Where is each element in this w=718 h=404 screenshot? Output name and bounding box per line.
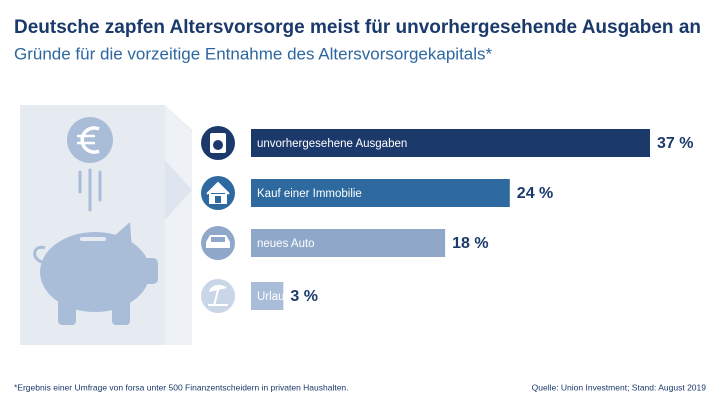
source: Quelle: Union Investment; Stand: August … — [532, 382, 707, 392]
value-label: 18 % — [452, 235, 488, 252]
piggy-bank — [33, 222, 158, 325]
bar — [251, 129, 650, 157]
category-label: unvorhergesehene Ausgaben — [257, 138, 407, 150]
bar — [251, 229, 446, 257]
value-label: 37 % — [657, 135, 693, 152]
panel — [165, 105, 192, 345]
beach-icon — [201, 279, 235, 313]
value-label: 24 % — [517, 185, 553, 202]
washing-machine-icon — [201, 126, 235, 160]
car-icon — [201, 226, 235, 260]
category-label: neues Auto — [257, 238, 315, 250]
value-label: 3 % — [290, 288, 318, 305]
bar — [251, 282, 284, 310]
icons — [201, 126, 235, 313]
euro-coin — [67, 117, 113, 163]
bar — [251, 179, 510, 207]
footnote: *Ergebnis einer Umfrage von forsa unter … — [14, 382, 349, 392]
category-label: Urlaub — [257, 291, 291, 303]
category-label: Kauf einer Immobilie — [257, 188, 362, 200]
chevron — [165, 160, 192, 220]
chart-title: Deutsche zapfen Altersvorsorge meist für… — [14, 17, 701, 38]
chart-subtitle: Gründe für die vorzeitige Entnahme des A… — [14, 44, 493, 63]
fall-lines — [78, 168, 102, 212]
house-icon — [201, 176, 235, 210]
